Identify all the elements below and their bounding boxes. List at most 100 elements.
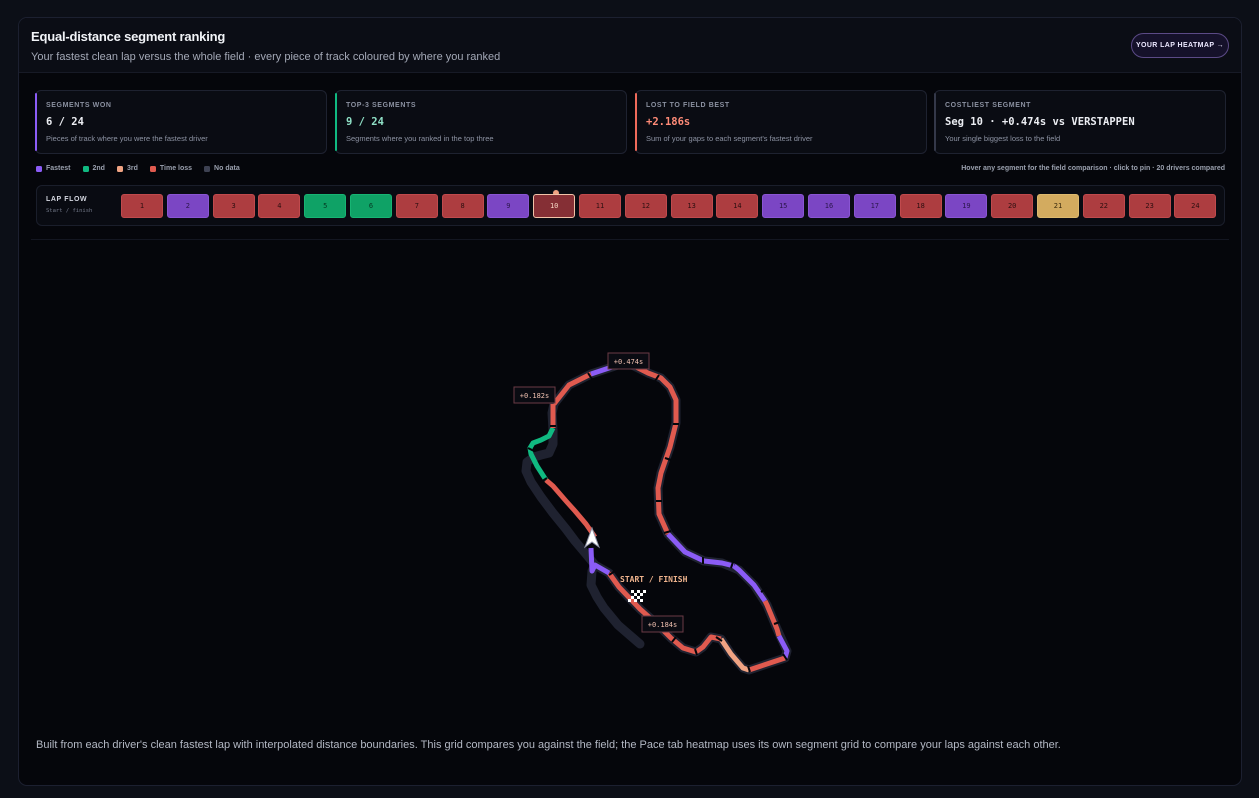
segment-ticks [527, 372, 788, 673]
segment-tick [527, 447, 535, 452]
lap-flow-segment-14[interactable]: 14 [716, 194, 759, 218]
lap-flow-segment-12[interactable]: 12 [624, 194, 667, 218]
callout-seg10[interactable]: +0.474s [607, 352, 650, 370]
lap-flow-segment-23[interactable]: 23 [1128, 194, 1171, 218]
lap-flow-segment-13[interactable]: 13 [670, 194, 713, 218]
track-segment[interactable] [762, 599, 782, 637]
segment-tick [782, 653, 788, 661]
legend-swatch [36, 165, 42, 172]
panel-header: Equal-distance segment ranking Your fast… [19, 18, 1241, 73]
lap-flow-segment-11[interactable]: 11 [579, 194, 621, 218]
segment-tick [664, 457, 672, 461]
lap-flow-segment-24[interactable]: 24 [1174, 194, 1217, 218]
lap-flow-segment-5[interactable]: 5 [304, 194, 347, 218]
lap-heatmap-button[interactable]: YOUR LAP HEATMAP → [1131, 33, 1229, 58]
segment-tick [540, 477, 548, 483]
segment-tick [730, 561, 734, 569]
track-segment[interactable] [666, 532, 706, 564]
flag-square [643, 590, 646, 593]
legend: Fastest 2nd 3rd Time loss No data [36, 165, 240, 172]
lap-flow-segment-1[interactable]: 1 [121, 194, 163, 218]
callout-label: +0.474s [614, 358, 644, 366]
track-segment[interactable] [732, 564, 768, 603]
track-segment[interactable] [544, 478, 598, 539]
segment-ranking-panel: Equal-distance segment ranking Your fast… [18, 17, 1242, 786]
segment-tick [587, 372, 593, 380]
start-direction-arrow-icon [583, 526, 601, 549]
card-value: 9 / 24 [346, 116, 384, 128]
legend-label: Fastest [46, 165, 71, 172]
flag-square [640, 593, 643, 596]
lap-flow-segment-17[interactable]: 17 [853, 194, 896, 218]
callout-seg24[interactable]: +0.184s [641, 615, 684, 633]
lap-flow-segment-15[interactable]: 15 [762, 194, 805, 218]
segment-tick [671, 636, 677, 643]
legend-swatch [82, 165, 89, 172]
legend-label: 3rd [126, 165, 138, 172]
callout-seg2[interactable]: +0.182s [513, 386, 556, 404]
track-segment[interactable] [622, 360, 679, 536]
lap-flow-segment-22[interactable]: 22 [1082, 194, 1125, 218]
legend-swatch [149, 165, 156, 172]
card-description: Pieces of track where you were the faste… [46, 134, 208, 143]
card-top3-segments: TOP-3 SEGMENTS 9 / 24 Segments where you… [335, 90, 627, 154]
lap-flow-segment-7[interactable]: 7 [395, 194, 438, 218]
lap-flow-strip: LAP FLOW Start / finish 24 1234567891011… [36, 185, 1225, 226]
legend-swatch [116, 165, 123, 172]
lap-flow-segment-16[interactable]: 16 [808, 194, 850, 218]
segment-tick [663, 530, 672, 534]
flag-square [631, 596, 634, 599]
legend-label: Time loss [159, 165, 193, 172]
card-label: COSTLIEST SEGMENT [945, 102, 1032, 109]
track-map: START / FINISH +0.474s +0.182s +0.184s [513, 352, 792, 675]
lap-flow-segment-6[interactable]: 6 [350, 194, 392, 218]
start-finish-label: START / FINISH [620, 575, 688, 584]
chequered-flag-icon [628, 590, 646, 602]
lap-flow-segment-19[interactable]: 19 [945, 194, 988, 218]
track-segment[interactable] [552, 371, 593, 406]
legend-item-time-loss: Time loss [149, 165, 193, 172]
track-segment[interactable] [718, 637, 750, 673]
track-segment[interactable] [776, 634, 790, 659]
lap-flow-segment-4[interactable]: 4 [258, 194, 301, 218]
flag-square [640, 599, 643, 602]
card-value: +2.186s [646, 116, 691, 128]
segment-tick [747, 665, 751, 673]
segment-tick [715, 636, 723, 642]
lap-flow-segment-8[interactable]: 8 [441, 194, 484, 218]
lap-flow-segment-18[interactable]: 18 [899, 194, 942, 218]
segment-tick [563, 509, 571, 515]
track-segment[interactable] [588, 547, 611, 576]
card-accent [335, 93, 337, 151]
lap-flow-subtitle: Start / finish [46, 208, 93, 214]
flag-square [637, 590, 640, 593]
callout-box [513, 386, 556, 404]
lap-flow-title: LAP FLOW [46, 196, 88, 203]
card-accent [35, 93, 37, 151]
flag-square [634, 599, 637, 602]
card-accent [934, 93, 936, 151]
lap-flow-segment-10[interactable]: 10 [533, 194, 576, 218]
track-segment[interactable] [527, 426, 556, 482]
segment-tick [760, 587, 768, 593]
segment-tick [694, 648, 698, 656]
footnote: Built from each driver's clean fastest l… [36, 739, 1061, 751]
lap-flow-segment-20[interactable]: 20 [991, 194, 1034, 218]
callout-label: +0.182s [520, 392, 550, 400]
lap-flow-segment-9[interactable]: 9 [487, 194, 530, 218]
card-lost-to-field: LOST TO FIELD BEST +2.186s Sum of your g… [635, 90, 927, 154]
card-value: 6 / 24 [46, 116, 84, 128]
lap-flow-segment-2[interactable]: 2 [166, 194, 209, 218]
legend-label: 2nd [92, 165, 105, 172]
legend-item-no-data: No data [204, 165, 240, 172]
card-value: Seg 10 · +0.474s vs VERSTAPPEN [945, 116, 1135, 128]
segment-tick [654, 374, 660, 382]
legend-item-2nd: 2nd [82, 165, 105, 172]
segment-tick [608, 570, 616, 576]
lap-flow-segment-21[interactable]: 21 [1037, 194, 1079, 218]
track-segment[interactable] [748, 655, 786, 673]
lap-flow-segment-3[interactable]: 3 [212, 194, 255, 218]
card-accent [635, 93, 637, 151]
track-segment[interactable] [606, 571, 722, 655]
track-segment[interactable] [703, 558, 735, 569]
